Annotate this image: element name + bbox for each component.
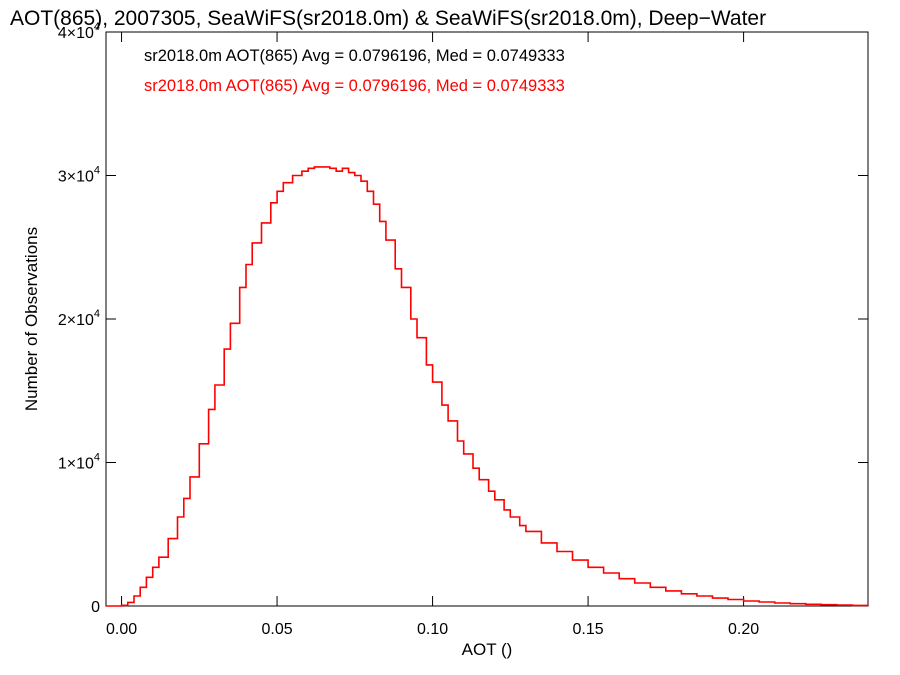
x-tick-label: 0.00 (106, 621, 137, 638)
histogram-series-line (106, 166, 869, 607)
y-axis-ticks: 0 1×104 2×104 3×104 4×104 (58, 21, 868, 616)
plot-frame (105, 31, 869, 607)
x-tick-label: 0.10 (417, 621, 448, 638)
y-tick-label: 0 (91, 599, 100, 616)
x-axis-label: AOT () (462, 640, 513, 659)
y-tick-label: 4×104 (58, 21, 100, 42)
x-tick-label: 0.05 (261, 621, 292, 638)
chart-title: AOT(865), 2007305, SeaWiFS(sr2018.0m) & … (10, 7, 766, 30)
y-tick-label: 3×104 (58, 165, 100, 186)
x-axis-ticks: 0.00 0.05 0.10 0.15 0.20 (106, 32, 759, 638)
y-axis-label: Number of Observations (22, 227, 41, 411)
x-tick-label: 0.20 (728, 621, 759, 638)
annotation-black: sr2018.0m AOT(865) Avg = 0.0796196, Med … (144, 47, 565, 65)
y-tick-label: 2×104 (58, 308, 100, 329)
annotation-red: sr2018.0m AOT(865) Avg = 0.0796196, Med … (144, 77, 565, 95)
y-tick-label: 1×104 (58, 452, 100, 473)
x-tick-label: 0.15 (573, 621, 604, 638)
